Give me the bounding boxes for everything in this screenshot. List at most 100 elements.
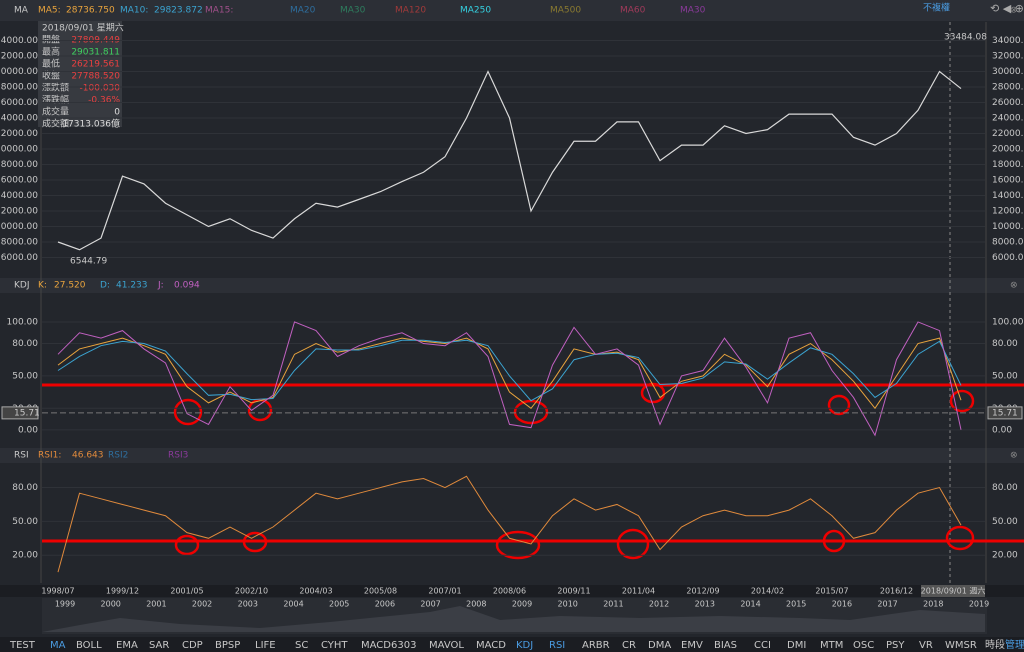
y-tick-label: 34000.00 [992,36,1024,46]
legend-name: MA15: [205,6,233,16]
tab[interactable]: EMA [116,640,138,651]
tab[interactable]: CR [622,640,636,651]
x-tick-label: 2001/05 [170,587,203,596]
tab[interactable]: CYHT [321,640,348,651]
navigator-year: 2017 [877,600,897,609]
y-tick-label: 22000.00 [0,129,38,139]
info-label: 漲跌幅 [42,94,69,106]
y-tick-label: 80.00 [992,339,1018,349]
tab[interactable]: TEST [9,640,36,651]
navigator-year: 2019 [969,600,989,609]
navigator-year: 2015 [786,600,806,609]
tab[interactable]: BOLL [76,640,102,651]
tab[interactable]: BIAS [714,640,737,651]
tab[interactable]: MACD [476,640,506,651]
navigator-year: 1999 [55,600,75,609]
x-tick-label: 2008/06 [493,587,526,596]
cursor-label: 15.71 [992,408,1018,418]
close-button[interactable]: ⊗ [1010,451,1018,461]
x-tick-label: 2011/04 [622,587,655,596]
tab[interactable]: VR [919,640,933,651]
y-tick-label: 14000.00 [0,191,38,201]
navigator-year: 2018 [923,600,943,609]
y-tick-label: 20000.00 [992,145,1024,155]
manage-button[interactable]: 管理 [1005,638,1024,651]
tab[interactable]: MA [50,640,66,651]
info-label: 成交額 [42,118,69,130]
tab[interactable]: ARBR [582,640,610,651]
tab[interactable]: DMA [648,640,671,651]
info-label: 最高 [42,46,60,58]
legend-name: RSI1: [38,451,61,461]
navigator-year: 2011 [603,600,623,609]
tab[interactable]: CDP [182,640,203,651]
legend-value: 46.643 [72,451,104,461]
panel-title: RSI [14,451,29,461]
info-label: 最低 [42,58,60,70]
tab[interactable]: SC [295,640,308,651]
navigator-year: 2002 [192,600,212,609]
y-tick-label: 18000.00 [992,160,1024,170]
cursor-label-box [1,406,39,420]
y-tick-label: 50.00 [992,371,1018,381]
info-label: 開盤 [42,34,60,46]
y-tick-label: 80.00 [12,339,38,349]
header-bar [0,448,1024,463]
annotation: 33484.08 [944,33,987,43]
legend-name: MA120 [395,6,426,16]
legend-name: MA500 [550,6,581,16]
tab[interactable]: MACD6303 [361,640,416,651]
adjust-mode[interactable]: 不複權 [923,2,950,14]
legend-name: RSI3 [168,451,188,461]
tab[interactable]: MTM [820,640,843,651]
y-tick-label: 14000.00 [992,191,1024,201]
tab[interactable]: CCI [754,640,771,651]
legend-name: MA5: [38,6,61,16]
tab-bar [0,637,1024,652]
tab[interactable]: OSC [853,640,874,651]
info-label: 收盤 [42,70,60,82]
navigator-year: 2004 [283,600,303,609]
navigator-year: 2005 [329,600,349,609]
tab[interactable]: PSY [886,640,905,651]
tab[interactable]: SAR [149,640,169,651]
navigator-year: 2012 [649,600,669,609]
legend-name: MA30 [340,6,366,16]
tab[interactable]: WMSR [945,640,977,651]
tab[interactable]: 時段 [985,638,1005,651]
tab[interactable]: EMV [681,640,703,651]
legend-name: MA60 [620,6,646,16]
y-tick-label: 30000.00 [992,67,1024,77]
info-title: 2018/09/01 星期六 [42,22,124,34]
x-tick-label: 1998/07 [41,587,74,596]
y-tick-label: 18000.00 [0,160,38,170]
y-tick-label: 10000.00 [992,222,1024,232]
y-tick-label: 22000.00 [992,129,1024,139]
info-value: 27788.520 [71,72,120,82]
tab[interactable]: KDJ [516,640,533,651]
annotation-circles [173,382,975,560]
navigator-year: 2001 [146,600,166,609]
legend-value: 41.233 [116,281,148,291]
cursor-label: 15.71 [14,408,40,418]
y-tick-label: 16000.00 [992,176,1024,186]
close-button[interactable]: ⊗ [1010,281,1018,291]
tab[interactable]: BPSP [215,640,240,651]
series-line [57,70,962,251]
navigator-year: 2016 [832,600,852,609]
x-tick-label: 2012/09 [686,587,719,596]
tab[interactable]: LIFE [255,640,276,651]
tab[interactable]: DMI [787,640,806,651]
x-tick-label: 2002/10 [235,587,268,596]
legend-value: 28736.750 [66,6,115,16]
legend-name: MA20 [290,6,316,16]
toolbar-icons[interactable]: ⟲ ◀ ⊕ ⊖ [990,2,1024,15]
tab[interactable]: MAVOL [429,640,464,651]
legend-name: K: [38,281,47,291]
tab[interactable]: RSI [549,640,565,651]
cursor-label-box [987,406,1023,420]
x-tick-label: 2016/12 [880,587,913,596]
close-button[interactable]: ⊗ [1010,6,1018,16]
x-tick-label: 2009/11 [557,587,590,596]
